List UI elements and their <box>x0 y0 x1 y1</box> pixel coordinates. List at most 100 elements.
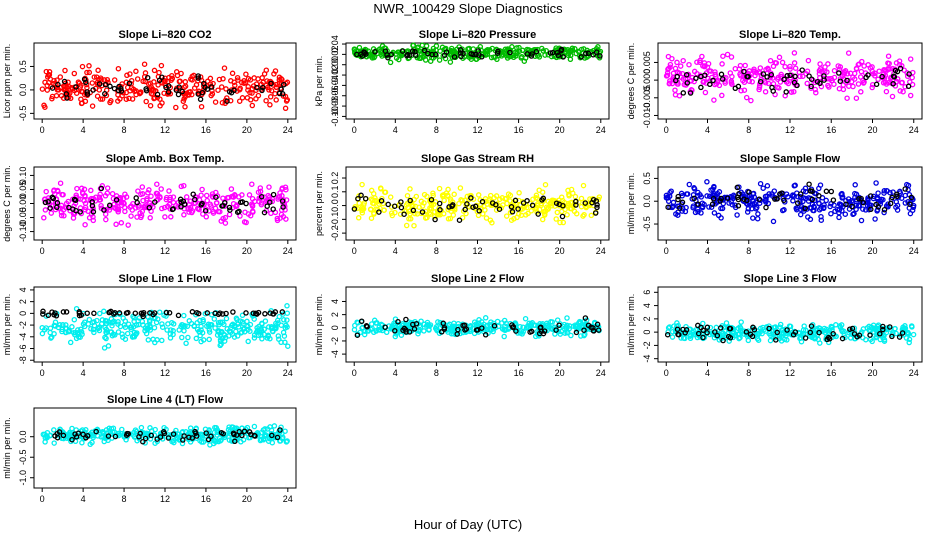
data-point <box>747 331 754 338</box>
x-tick-label: 24 <box>283 246 293 256</box>
data-point <box>105 433 112 439</box>
data-point <box>719 205 726 212</box>
data-point <box>195 75 201 81</box>
data-point <box>491 323 498 329</box>
panel-8: Slope Line 2 Flow ml/min per min. 0 4 8 12 16 2… <box>314 273 610 378</box>
data-point <box>181 312 187 319</box>
data-point <box>278 86 284 92</box>
data-point <box>276 313 283 320</box>
y-tick-label: -8 <box>18 356 28 364</box>
data-point <box>880 323 886 330</box>
y-tick-label: 0.2 <box>330 172 340 185</box>
data-point <box>46 69 53 75</box>
x-tick-label: 8 <box>122 368 127 378</box>
data-point <box>664 72 671 78</box>
data-point <box>139 318 146 325</box>
data-point <box>767 337 774 344</box>
data-point <box>193 430 199 436</box>
data-point <box>686 61 692 68</box>
data-point <box>781 76 787 83</box>
data-point <box>53 82 59 88</box>
data-point <box>807 329 814 336</box>
data-point <box>842 211 849 217</box>
x-tick-label: 4 <box>705 368 710 378</box>
data-point <box>270 191 277 198</box>
data-point <box>165 321 171 327</box>
data-point <box>596 194 603 200</box>
data-point <box>514 45 520 51</box>
data-point <box>182 79 189 85</box>
data-point <box>507 47 513 53</box>
data-point <box>824 69 830 75</box>
data-point <box>838 327 845 333</box>
data-point <box>385 54 391 61</box>
data-point <box>139 184 146 190</box>
data-point <box>812 197 818 204</box>
data-point <box>165 83 172 89</box>
data-point <box>113 221 119 228</box>
data-point <box>272 309 279 315</box>
data-point <box>126 80 133 87</box>
data-point <box>720 53 726 59</box>
data-point <box>259 320 265 327</box>
data-point <box>86 316 93 323</box>
data-point <box>790 192 796 198</box>
data-point <box>249 102 256 109</box>
data-point <box>422 208 429 215</box>
data-point <box>235 77 241 83</box>
data-point <box>232 82 238 89</box>
panel-title: Slope Line 3 Flow <box>744 273 837 285</box>
x-tick-label: 20 <box>242 246 252 256</box>
data-point <box>790 198 796 204</box>
x-tick-label: 12 <box>785 125 795 135</box>
series-black <box>354 315 602 338</box>
data-point <box>852 190 858 197</box>
data-point <box>259 336 265 342</box>
x-tick-label: 16 <box>201 494 211 504</box>
data-point <box>118 202 125 209</box>
data-point <box>508 204 515 210</box>
panel-title: Slope Li–820 Temp. <box>739 29 841 41</box>
data-point <box>265 438 272 444</box>
y-tick-label: -0.1 <box>330 212 340 228</box>
x-tick-label: 20 <box>867 246 877 256</box>
y-axis-label: ml/min per min. <box>626 173 636 235</box>
y-tick-label: 0.04 <box>330 35 340 53</box>
data-point <box>482 315 489 321</box>
data-point <box>772 196 778 202</box>
series-black <box>52 427 283 445</box>
data-point <box>762 89 769 95</box>
data-point <box>219 99 226 106</box>
x-tick-label: 8 <box>122 246 127 256</box>
data-point <box>204 86 211 92</box>
y-tick-label: -0.05 <box>18 207 28 228</box>
data-point <box>770 218 777 225</box>
data-point <box>590 52 596 58</box>
data-point <box>688 87 695 93</box>
data-point <box>764 74 770 80</box>
data-point <box>207 75 214 82</box>
data-point <box>49 309 55 315</box>
data-point <box>588 212 595 219</box>
data-point <box>273 320 279 327</box>
data-point <box>78 326 84 333</box>
data-point <box>143 87 150 94</box>
data-point <box>824 76 830 82</box>
data-point <box>166 196 173 203</box>
data-point <box>362 195 369 202</box>
data-point <box>533 48 540 55</box>
data-point <box>855 81 862 87</box>
data-point <box>792 73 798 80</box>
data-point <box>867 332 873 338</box>
data-point <box>762 79 769 86</box>
y-tick-label: 0.5 <box>642 172 652 185</box>
data-point <box>91 310 97 317</box>
data-point <box>138 191 144 198</box>
data-point <box>479 198 486 205</box>
data-point <box>86 63 92 69</box>
data-point <box>43 68 50 75</box>
x-tick-label: 8 <box>746 246 751 256</box>
data-point <box>71 70 78 77</box>
data-point <box>60 95 67 101</box>
data-point <box>548 319 554 325</box>
